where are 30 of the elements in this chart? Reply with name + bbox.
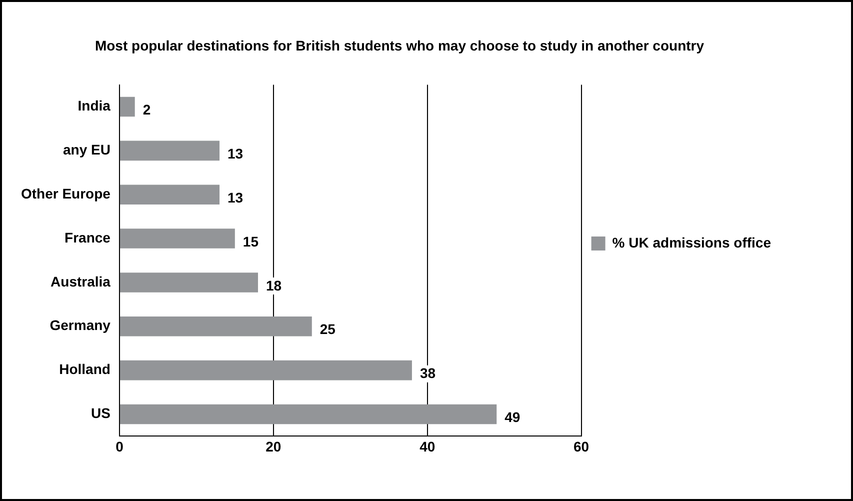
y-tick-label: Other Europe: [20, 185, 111, 202]
y-tick-label: India: [78, 98, 111, 114]
data-label: 13: [228, 189, 244, 206]
bar: [120, 228, 235, 248]
x-tick-label: 60: [574, 438, 590, 454]
x-tick-label: 40: [420, 438, 436, 454]
y-tick-label: US: [91, 405, 110, 422]
legend-label: % UK admissions office: [612, 234, 772, 250]
y-tick-label: any EU: [62, 142, 110, 158]
bar: [120, 404, 497, 424]
data-label: 38: [420, 365, 436, 382]
x-tick-label: 20: [266, 438, 282, 454]
y-tick-label: Holland: [59, 361, 110, 378]
y-tick-label: Australia: [50, 273, 111, 290]
data-label: 49: [504, 409, 520, 426]
bar: [120, 96, 135, 117]
bar: [120, 272, 258, 292]
bar: [120, 316, 312, 336]
bar: [120, 184, 220, 204]
data-label: 2: [142, 102, 151, 118]
data-label: 18: [266, 277, 282, 294]
data-label: 15: [242, 233, 259, 250]
data-label: 13: [228, 146, 244, 162]
chart-title: Most popular destinations for British students who may choose to study in another country: [94, 37, 704, 54]
bar: [120, 140, 220, 161]
y-tick-label: France: [64, 229, 111, 246]
data-label: 25: [320, 321, 336, 338]
x-tick-label: 0: [116, 438, 124, 454]
bar: [120, 360, 412, 380]
y-tick-label: Germany: [50, 317, 111, 334]
